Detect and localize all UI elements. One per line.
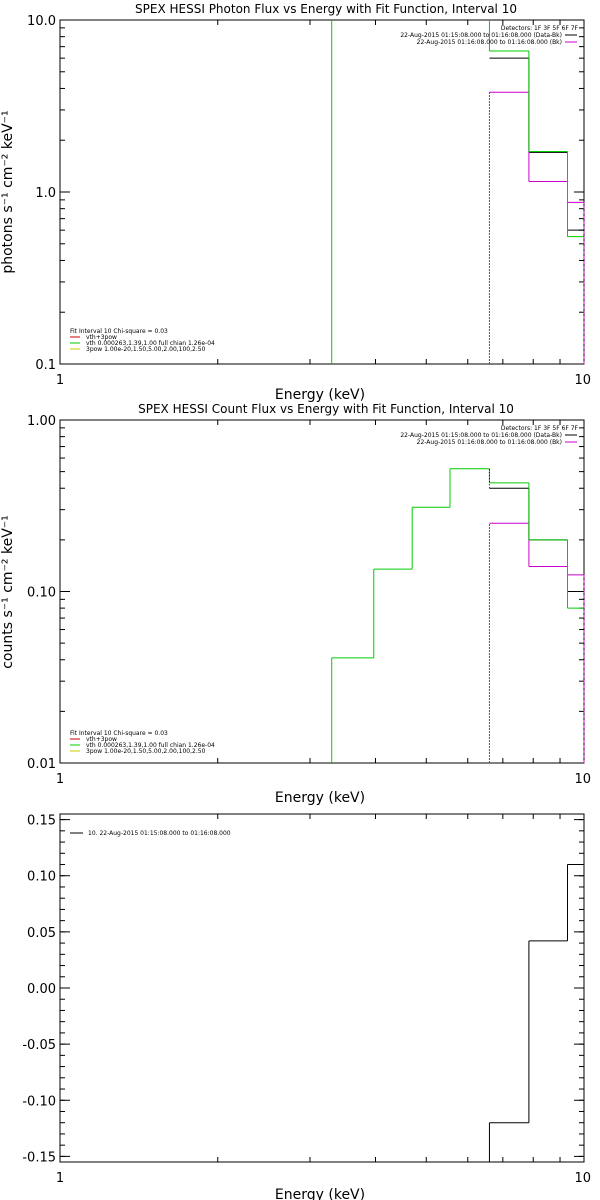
photon-flux-fit-vth-text: vth 0.000263,1.39,1.00 full chian 1.26e-… bbox=[86, 340, 215, 347]
photon-flux-title: SPEX HESSI Photon Flux vs Energy with Fi… bbox=[135, 2, 517, 16]
photon-flux-y-label-group: photons s⁻¹ cm⁻² keV⁻¹ bbox=[0, 110, 16, 273]
residuals-legend: 10. 22-Aug-2015 01:15:08.000 to 01:16:08… bbox=[70, 830, 231, 837]
photon-flux-fit-model-text: vth+3pow bbox=[86, 334, 117, 341]
count-flux-fit-3pow-text: 3pow 1.00e-20,1.50,5.00,2.00,100,2.50 bbox=[86, 748, 206, 755]
count-flux-info-box: Detectors: 1F 3F 5F 6F 7F 22-Aug-2015 01… bbox=[400, 425, 578, 446]
residuals-y-tick-label: 0.00 bbox=[27, 982, 56, 997]
photon-flux-time-line-2: 22-Aug-2015 01:16:08.000 to 01:16:08.000… bbox=[417, 39, 562, 46]
count-flux-fit-legend: Fit Interval 10 Chi-square = 0.03 vth+3p… bbox=[70, 730, 215, 755]
count-flux-y-tick-label: 0.01 bbox=[27, 757, 56, 772]
count-flux-fit-model-text: vth+3pow bbox=[86, 736, 117, 743]
count-flux-y-label-group: counts s⁻¹ cm⁻² keV⁻¹ bbox=[0, 515, 16, 669]
photon-flux-info-box: Detectors: 1F 3F 5F 6F 7F 22-Aug-2015 01… bbox=[400, 25, 578, 46]
count-flux-time-line-2: 22-Aug-2015 01:16:08.000 to 01:16:08.000… bbox=[417, 439, 562, 446]
photon-flux-fit-legend: Fit Interval 10 Chi-square = 0.03 vth+3p… bbox=[70, 328, 215, 353]
residuals-y-ticks: 0.15 0.10 0.05 0.00 -0.05 -0.10 -0.15 bbox=[22, 814, 584, 1165]
count-flux-y-axis-label: counts s⁻¹ cm⁻² keV⁻¹ bbox=[0, 515, 16, 669]
count-flux-time-line-1: 22-Aug-2015 01:15:08.000 to 01:16:08.000… bbox=[400, 432, 562, 439]
photon-flux-x-tick-label: 1 bbox=[56, 373, 64, 388]
residuals-y-tick-label: 0.05 bbox=[27, 926, 56, 941]
count-flux-y-tick-label: 1.00 bbox=[27, 414, 56, 429]
residuals-panel: Energy (keV) 1 10 0.15 0.10 0.05 0.00 -0.05 -0… bbox=[22, 813, 591, 1200]
residuals-y-tick-label: 0.10 bbox=[27, 870, 56, 885]
residuals-y-tick-label: -0.10 bbox=[22, 1094, 56, 1109]
photon-flux-x-axis-label: Energy (keV) bbox=[275, 387, 365, 403]
residuals-y-tick-label: -0.15 bbox=[22, 1150, 56, 1165]
count-flux-detectors-text: Detectors: 1F 3F 5F 6F 7F bbox=[501, 425, 579, 432]
count-flux-panel: SPEX HESSI Count Flux vs Energy with Fit… bbox=[0, 402, 591, 806]
count-flux-x-ticks: 1 10 bbox=[56, 420, 591, 787]
photon-flux-marks bbox=[331, 20, 585, 364]
residuals-marks bbox=[488, 864, 584, 1162]
photon-flux-y-axis-label: photons s⁻¹ cm⁻² keV⁻¹ bbox=[0, 110, 16, 273]
photon-flux-y-tick-label: 10.0 bbox=[27, 14, 56, 29]
photon-flux-x-tick-label: 10 bbox=[574, 373, 591, 388]
residuals-x-ticks: 1 10 bbox=[56, 814, 591, 1186]
photon-flux-time-line-1: 22-Aug-2015 01:15:08.000 to 01:16:08.000… bbox=[400, 32, 562, 39]
photon-flux-y-tick-label: 0.1 bbox=[35, 358, 56, 373]
count-flux-x-tick-label: 10 bbox=[574, 772, 591, 787]
count-flux-marks bbox=[331, 468, 585, 763]
residuals-x-tick-label: 10 bbox=[574, 1171, 591, 1186]
count-flux-x-axis-label: Energy (keV) bbox=[275, 790, 365, 806]
residuals-y-tick-label: -0.05 bbox=[22, 1038, 56, 1053]
residuals-x-axis-label: Energy (keV) bbox=[275, 1187, 365, 1200]
photon-flux-fit-3pow-text: 3pow 1.00e-20,1.50,5.00,2.00,100,2.50 bbox=[86, 346, 206, 353]
count-flux-title: SPEX HESSI Count Flux vs Energy with Fit… bbox=[138, 402, 514, 416]
residuals-legend-text: 10. 22-Aug-2015 01:15:08.000 to 01:16:08… bbox=[88, 830, 231, 837]
photon-flux-y-tick-label: 1.0 bbox=[35, 186, 56, 201]
residuals-x-tick-label: 1 bbox=[56, 1171, 64, 1186]
photon-flux-x-ticks: 1 10 bbox=[56, 20, 591, 388]
count-flux-y-ticks: 0.01 0.10 1.00 bbox=[27, 414, 584, 772]
count-flux-fit-vth-text: vth 0.000263,1.39,1.00 full chian 1.26e-… bbox=[86, 742, 215, 749]
count-flux-x-tick-label: 1 bbox=[56, 772, 64, 787]
photon-flux-detectors-text: Detectors: 1F 3F 5F 6F 7F bbox=[501, 25, 579, 32]
photon-flux-panel: SPEX HESSI Photon Flux vs Energy with Fi… bbox=[0, 2, 591, 403]
photon-flux-fit-interval-text: Fit Interval 10 Chi-square = 0.03 bbox=[70, 328, 168, 335]
count-flux-fit-interval-text: Fit Interval 10 Chi-square = 0.03 bbox=[70, 730, 168, 737]
residuals-y-tick-label: 0.15 bbox=[27, 814, 56, 829]
count-flux-y-tick-label: 0.10 bbox=[27, 586, 56, 601]
